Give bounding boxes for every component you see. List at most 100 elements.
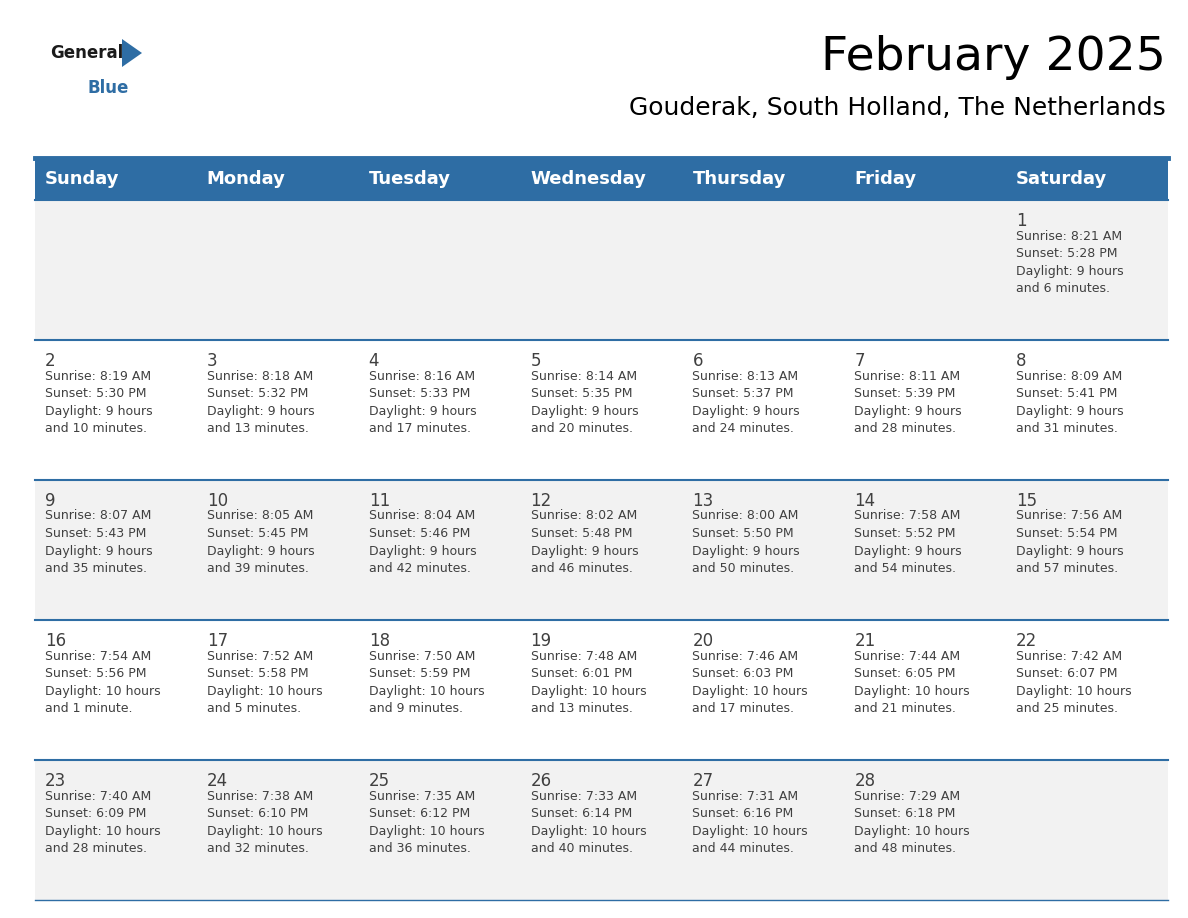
Bar [520, 200, 682, 340]
Bar [845, 620, 1006, 760]
Bar [197, 340, 359, 480]
Text: Sunrise: 8:00 AM: Sunrise: 8:00 AM [693, 509, 798, 522]
Text: Sunset: 5:56 PM: Sunset: 5:56 PM [45, 667, 146, 680]
Bar [682, 480, 845, 620]
Text: Sunrise: 7:56 AM: Sunrise: 7:56 AM [1016, 509, 1123, 522]
Text: Sunset: 5:46 PM: Sunset: 5:46 PM [368, 527, 470, 540]
Text: and 9 minutes.: and 9 minutes. [368, 702, 462, 715]
Text: 13: 13 [693, 492, 714, 510]
Text: 17: 17 [207, 632, 228, 650]
Text: 7: 7 [854, 352, 865, 370]
Text: Daylight: 10 hours: Daylight: 10 hours [368, 685, 485, 698]
Text: Daylight: 10 hours: Daylight: 10 hours [531, 824, 646, 837]
Text: 25: 25 [368, 772, 390, 790]
Text: Daylight: 9 hours: Daylight: 9 hours [1016, 264, 1124, 277]
Text: Sunset: 5:33 PM: Sunset: 5:33 PM [368, 387, 470, 400]
Text: Daylight: 10 hours: Daylight: 10 hours [207, 824, 322, 837]
Text: and 40 minutes.: and 40 minutes. [531, 842, 632, 855]
Text: Daylight: 10 hours: Daylight: 10 hours [45, 824, 160, 837]
Text: Sunset: 5:52 PM: Sunset: 5:52 PM [854, 527, 956, 540]
Text: Daylight: 10 hours: Daylight: 10 hours [368, 824, 485, 837]
Text: and 39 minutes.: and 39 minutes. [207, 562, 309, 575]
Text: 4: 4 [368, 352, 379, 370]
Bar [682, 760, 845, 900]
Text: Sunrise: 8:04 AM: Sunrise: 8:04 AM [368, 509, 475, 522]
Text: and 1 minute.: and 1 minute. [45, 702, 133, 715]
Text: Sunset: 5:45 PM: Sunset: 5:45 PM [207, 527, 309, 540]
Text: Daylight: 10 hours: Daylight: 10 hours [207, 685, 322, 698]
Text: Sunset: 5:59 PM: Sunset: 5:59 PM [368, 667, 470, 680]
Text: 28: 28 [854, 772, 876, 790]
Text: Sunrise: 7:50 AM: Sunrise: 7:50 AM [368, 650, 475, 663]
Text: Daylight: 9 hours: Daylight: 9 hours [45, 544, 152, 557]
Text: and 13 minutes.: and 13 minutes. [207, 422, 309, 435]
Text: Sunset: 6:18 PM: Sunset: 6:18 PM [854, 807, 955, 820]
Text: Sunrise: 8:02 AM: Sunrise: 8:02 AM [531, 509, 637, 522]
Bar [1006, 158, 1168, 200]
Text: 19: 19 [531, 632, 551, 650]
Text: 1: 1 [1016, 212, 1026, 230]
Text: Sunset: 6:09 PM: Sunset: 6:09 PM [45, 807, 146, 820]
Text: Daylight: 10 hours: Daylight: 10 hours [45, 685, 160, 698]
Text: Sunrise: 7:33 AM: Sunrise: 7:33 AM [531, 789, 637, 802]
Text: Sunset: 6:10 PM: Sunset: 6:10 PM [207, 807, 308, 820]
Bar [1006, 340, 1168, 480]
Text: Sunrise: 7:48 AM: Sunrise: 7:48 AM [531, 650, 637, 663]
Text: Sunrise: 7:29 AM: Sunrise: 7:29 AM [854, 789, 960, 802]
Bar [197, 158, 359, 200]
Polygon shape [122, 39, 143, 67]
Text: and 25 minutes.: and 25 minutes. [1016, 702, 1118, 715]
Text: Friday: Friday [854, 170, 916, 188]
Text: 20: 20 [693, 632, 714, 650]
Text: 10: 10 [207, 492, 228, 510]
Text: Sunset: 5:48 PM: Sunset: 5:48 PM [531, 527, 632, 540]
Text: and 17 minutes.: and 17 minutes. [693, 702, 795, 715]
Bar [845, 200, 1006, 340]
Text: 14: 14 [854, 492, 876, 510]
Text: Sunset: 5:43 PM: Sunset: 5:43 PM [45, 527, 146, 540]
Text: and 57 minutes.: and 57 minutes. [1016, 562, 1118, 575]
Text: 5: 5 [531, 352, 541, 370]
Text: 26: 26 [531, 772, 551, 790]
Text: and 21 minutes.: and 21 minutes. [854, 702, 956, 715]
Text: and 42 minutes.: and 42 minutes. [368, 562, 470, 575]
Text: Daylight: 9 hours: Daylight: 9 hours [531, 405, 638, 418]
Text: Daylight: 10 hours: Daylight: 10 hours [854, 685, 969, 698]
Text: General: General [50, 44, 124, 62]
Text: Daylight: 9 hours: Daylight: 9 hours [45, 405, 152, 418]
Text: Sunset: 5:35 PM: Sunset: 5:35 PM [531, 387, 632, 400]
Text: Sunset: 6:12 PM: Sunset: 6:12 PM [368, 807, 470, 820]
Text: and 31 minutes.: and 31 minutes. [1016, 422, 1118, 435]
Text: and 48 minutes.: and 48 minutes. [854, 842, 956, 855]
Text: Sunset: 5:41 PM: Sunset: 5:41 PM [1016, 387, 1118, 400]
Bar [197, 480, 359, 620]
Bar [34, 200, 197, 340]
Bar [34, 158, 197, 200]
Bar [1006, 480, 1168, 620]
Text: and 10 minutes.: and 10 minutes. [45, 422, 147, 435]
Bar [520, 620, 682, 760]
Text: 23: 23 [45, 772, 67, 790]
Bar [845, 340, 1006, 480]
Text: and 20 minutes.: and 20 minutes. [531, 422, 632, 435]
Text: Daylight: 9 hours: Daylight: 9 hours [854, 544, 962, 557]
Text: Sunset: 5:30 PM: Sunset: 5:30 PM [45, 387, 146, 400]
Text: and 35 minutes.: and 35 minutes. [45, 562, 147, 575]
Text: Daylight: 9 hours: Daylight: 9 hours [207, 544, 315, 557]
Text: 15: 15 [1016, 492, 1037, 510]
Bar [520, 480, 682, 620]
Text: and 44 minutes.: and 44 minutes. [693, 842, 795, 855]
Bar [34, 620, 197, 760]
Text: Saturday: Saturday [1016, 170, 1107, 188]
Bar [34, 480, 197, 620]
Text: Daylight: 9 hours: Daylight: 9 hours [854, 405, 962, 418]
Text: Sunrise: 8:16 AM: Sunrise: 8:16 AM [368, 370, 475, 383]
Bar [359, 480, 520, 620]
Text: Daylight: 10 hours: Daylight: 10 hours [854, 824, 969, 837]
Text: 6: 6 [693, 352, 703, 370]
Text: 22: 22 [1016, 632, 1037, 650]
Text: Daylight: 9 hours: Daylight: 9 hours [207, 405, 315, 418]
Text: 18: 18 [368, 632, 390, 650]
Text: Tuesday: Tuesday [368, 170, 450, 188]
Bar [520, 158, 682, 200]
